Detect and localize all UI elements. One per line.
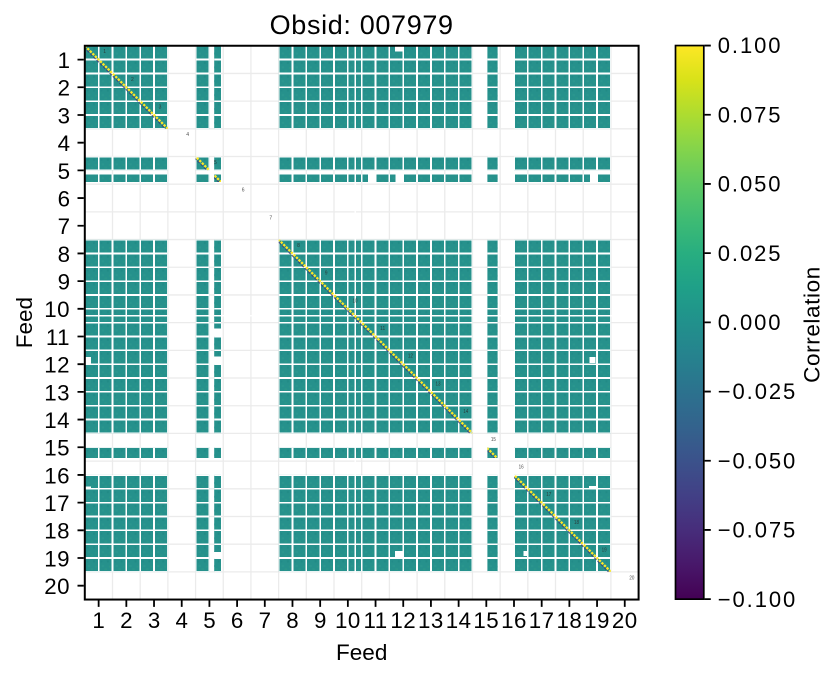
svg-text:19: 19 [584,608,610,633]
svg-text:11: 11 [363,608,387,633]
svg-text:9: 9 [325,271,328,277]
svg-text:13: 13 [436,381,441,387]
svg-text:19: 19 [44,546,70,571]
svg-text:15: 15 [473,608,499,633]
svg-text:15: 15 [44,436,70,461]
svg-text:1: 1 [58,48,70,73]
svg-text:1: 1 [92,608,104,633]
svg-text:7: 7 [58,214,70,239]
svg-text:9: 9 [314,608,326,633]
svg-text:12: 12 [390,608,416,633]
svg-text:0.025: 0.025 [718,241,783,266]
svg-text:17: 17 [44,491,70,516]
svg-text:3: 3 [148,608,160,633]
svg-text:10: 10 [352,298,357,304]
svg-text:4: 4 [58,131,70,156]
svg-text:−0.100: −0.100 [718,587,797,612]
svg-text:12: 12 [44,353,70,378]
svg-text:20: 20 [612,608,638,633]
svg-text:10: 10 [335,608,361,633]
svg-text:8: 8 [297,243,300,249]
svg-text:Obsid: 007979: Obsid: 007979 [270,10,454,40]
svg-text:17: 17 [529,608,555,633]
svg-text:Correlation: Correlation [800,266,825,383]
svg-text:6: 6 [231,608,243,633]
svg-text:6: 6 [242,188,245,194]
svg-text:9: 9 [58,270,70,295]
svg-text:2: 2 [58,76,70,101]
svg-text:5: 5 [203,608,215,633]
svg-text:3: 3 [58,103,70,128]
svg-text:14: 14 [44,408,70,433]
svg-text:10: 10 [44,297,70,322]
svg-text:0.075: 0.075 [718,102,783,127]
svg-text:14: 14 [446,608,472,633]
svg-text:20: 20 [44,574,70,599]
svg-text:7: 7 [259,608,271,633]
svg-text:18: 18 [556,608,582,633]
svg-text:4: 4 [176,608,188,633]
svg-text:−0.050: −0.050 [718,448,797,473]
svg-text:11: 11 [380,326,385,332]
svg-text:19: 19 [602,548,607,554]
svg-text:11: 11 [46,325,70,350]
svg-text:Feed: Feed [336,640,387,665]
svg-text:16: 16 [44,463,70,488]
svg-text:6: 6 [58,186,70,211]
svg-text:0.100: 0.100 [718,33,783,58]
svg-text:Feed: Feed [12,297,37,348]
svg-text:16: 16 [501,608,527,633]
svg-text:5: 5 [58,159,70,184]
svg-text:3: 3 [159,105,162,111]
svg-text:2: 2 [131,77,134,83]
svg-text:18: 18 [574,520,579,526]
svg-text:13: 13 [418,608,444,633]
svg-text:2: 2 [120,608,132,633]
svg-text:15: 15 [491,437,496,443]
svg-text:20: 20 [629,575,634,581]
svg-text:12: 12 [408,354,413,360]
svg-text:−0.075: −0.075 [718,518,797,543]
svg-text:0.050: 0.050 [718,172,783,197]
svg-text:−0.025: −0.025 [718,379,797,404]
svg-text:17: 17 [546,492,551,498]
svg-text:1: 1 [103,49,106,55]
svg-text:5: 5 [214,160,217,166]
svg-text:4: 4 [186,132,189,138]
svg-text:8: 8 [58,242,70,267]
svg-text:7: 7 [269,215,272,221]
svg-text:13: 13 [44,380,70,405]
svg-text:18: 18 [44,519,70,544]
svg-text:16: 16 [519,465,524,471]
svg-text:0.000: 0.000 [718,310,783,335]
svg-text:8: 8 [286,608,298,633]
svg-text:14: 14 [463,409,468,415]
